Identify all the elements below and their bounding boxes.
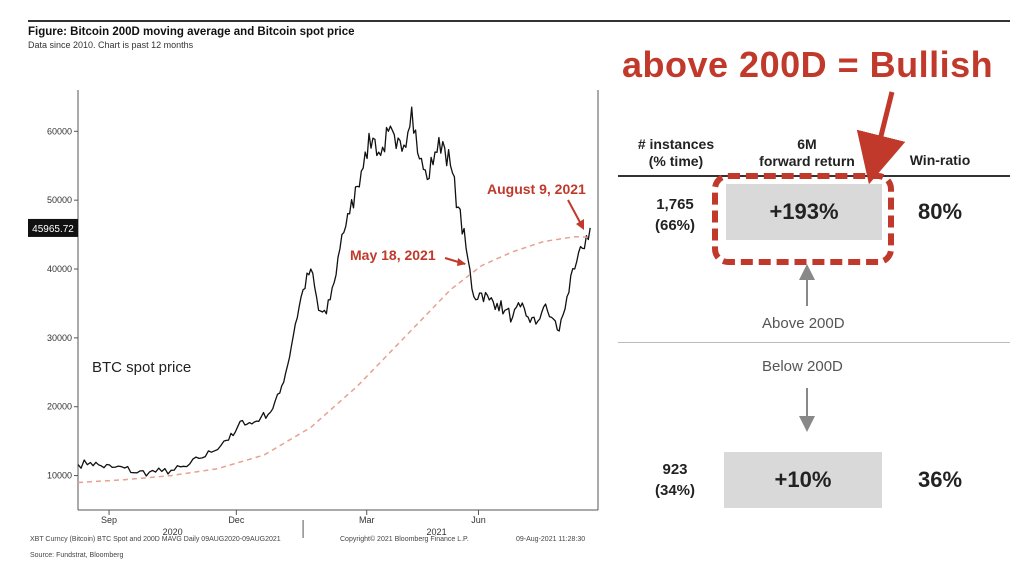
highlight-dashed-box <box>712 173 894 265</box>
last-price-label: 45965.72 <box>32 224 74 235</box>
below-200d-label: Below 200D <box>762 358 843 375</box>
y-tick-label: 10000 <box>47 471 72 481</box>
x-year-label: 2020 <box>163 527 183 537</box>
below-win-ratio: 36% <box>918 467 963 492</box>
chart-annotations: BTC spot price May 18, 2021 August 9, 2021 <box>92 181 586 376</box>
chart-series <box>77 106 591 484</box>
series-200d-mavg <box>77 235 591 484</box>
above-200d-label: Above 200D <box>762 315 845 332</box>
footer-left: XBT Curncy (Bitcoin) BTC Spot and 200D M… <box>30 536 281 543</box>
last-price-box <box>28 218 78 237</box>
top-rule <box>28 20 1010 22</box>
y-tick-label: 20000 <box>47 402 72 412</box>
footer-copyright: Copyright© 2021 Bloomberg Finance L.P. <box>340 536 469 543</box>
below-instances: 923 (34%) <box>654 461 695 499</box>
x-tick-label: Sep <box>101 515 117 525</box>
x-tick-label: Dec <box>228 515 245 525</box>
footer-timestamp: 09-Aug-2021 11:28:30 <box>516 536 586 543</box>
above-instances: 1,765 (66%) <box>654 196 695 234</box>
section-divider <box>618 342 1010 343</box>
source-note: Source: Fundstrat, Bloomberg <box>30 552 124 559</box>
above-win-ratio: 80% <box>918 199 963 224</box>
spot-price-label: BTC spot price <box>92 359 191 376</box>
arrow-aug-head <box>576 219 584 230</box>
header-win-ratio: Win-ratio <box>909 152 971 168</box>
y-tick-label: 30000 <box>47 333 72 343</box>
headline: above 200D = Bullish <box>622 44 994 85</box>
figure-subtitle: Data since 2010. Chart is past 12 months <box>28 40 194 50</box>
chart-axes: 10000 20000 30000 40000 50000 60000 Sep Dec Mar J… <box>28 90 599 538</box>
annotation-may-18: May 18, 2021 <box>350 247 436 263</box>
below-return-box: +10% <box>724 452 882 508</box>
above-return-box: +193% <box>726 184 882 240</box>
last-price-badge: 45965.72 <box>28 218 78 237</box>
y-tick-label: 40000 <box>47 264 72 274</box>
series-btc-spot <box>77 106 591 477</box>
header-forward-return: 6M forward return <box>759 136 855 169</box>
x-tick-label: Jun <box>471 515 486 525</box>
y-tick-label: 60000 <box>47 126 72 136</box>
annotation-aug-9: August 9, 2021 <box>487 181 586 197</box>
arrow-aug-line <box>567 199 583 227</box>
figure-title: Figure: Bitcoin 200D moving average and … <box>28 26 355 38</box>
header-instances: # instances (% time) <box>637 136 715 169</box>
x-tick-label: Mar <box>359 515 375 525</box>
arrow-may-head <box>457 258 466 266</box>
y-tick-label: 50000 <box>47 195 72 205</box>
x-year-label: 2021 <box>427 527 447 537</box>
